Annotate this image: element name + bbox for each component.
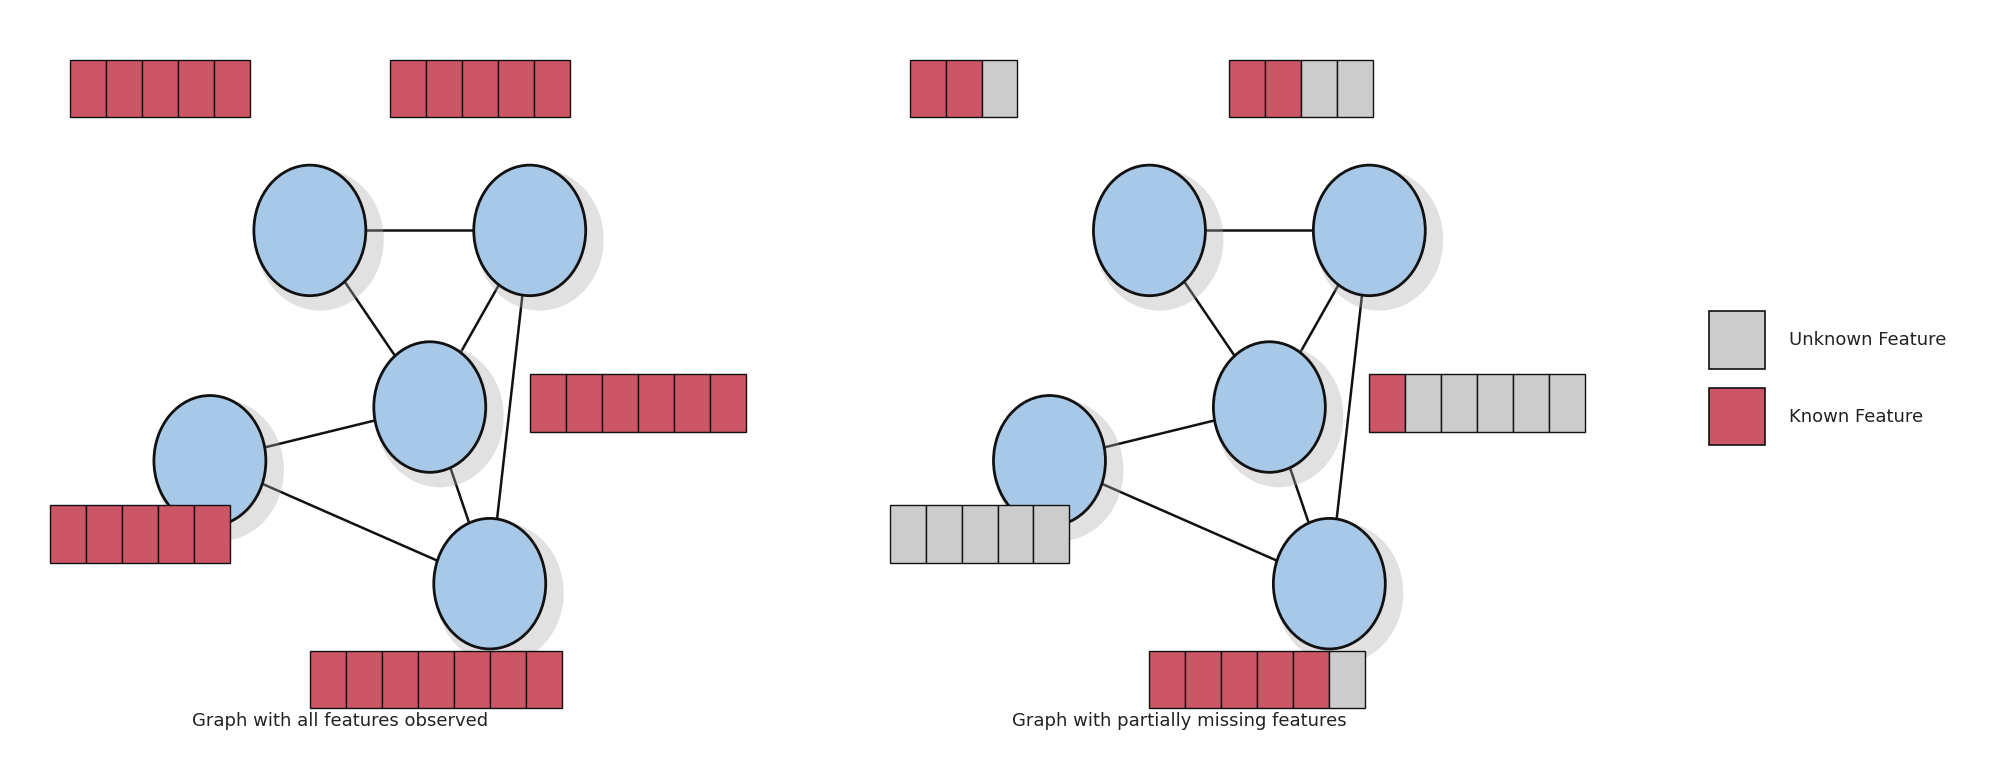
Bar <box>1329 650 1365 708</box>
Text: Graph with partially missing features: Graph with partially missing features <box>1011 712 1347 730</box>
Bar <box>909 60 945 118</box>
Bar <box>390 60 426 118</box>
Bar <box>1229 60 1265 118</box>
Bar <box>1221 650 1257 708</box>
Bar <box>1337 60 1373 118</box>
Bar <box>1265 60 1301 118</box>
Bar <box>498 60 533 118</box>
Bar <box>462 60 498 118</box>
Ellipse shape <box>436 522 563 664</box>
Text: Unknown Feature: Unknown Feature <box>1788 331 1946 349</box>
Bar <box>673 375 709 432</box>
Text: Known Feature: Known Feature <box>1788 408 1922 425</box>
Bar <box>1369 375 1405 432</box>
Bar <box>1185 650 1221 708</box>
Bar <box>50 505 86 562</box>
Ellipse shape <box>1315 169 1443 310</box>
Ellipse shape <box>434 518 545 649</box>
Ellipse shape <box>995 399 1123 541</box>
Ellipse shape <box>1275 522 1403 664</box>
Ellipse shape <box>376 346 503 488</box>
Bar <box>961 505 997 562</box>
Ellipse shape <box>256 169 384 310</box>
Bar <box>70 60 106 118</box>
Bar <box>1548 375 1584 432</box>
Ellipse shape <box>993 396 1105 526</box>
Bar <box>454 650 490 708</box>
Bar <box>1149 650 1185 708</box>
Bar <box>1708 388 1764 445</box>
Bar <box>533 60 569 118</box>
Text: Graph with all features observed: Graph with all features observed <box>192 712 488 730</box>
Bar <box>925 505 961 562</box>
Bar <box>158 505 194 562</box>
Ellipse shape <box>476 169 603 310</box>
Bar <box>194 505 230 562</box>
Ellipse shape <box>1313 165 1425 296</box>
Bar <box>981 60 1017 118</box>
Bar <box>1477 375 1512 432</box>
Bar <box>1405 375 1441 432</box>
Ellipse shape <box>1215 346 1343 488</box>
Bar <box>601 375 637 432</box>
Ellipse shape <box>1213 342 1325 472</box>
Bar <box>1708 311 1764 369</box>
Bar <box>709 375 745 432</box>
Bar <box>1293 650 1329 708</box>
Bar <box>346 650 382 708</box>
Bar <box>565 375 601 432</box>
Ellipse shape <box>374 342 486 472</box>
Bar <box>382 650 418 708</box>
Bar <box>1033 505 1069 562</box>
Bar <box>637 375 673 432</box>
Ellipse shape <box>474 165 585 296</box>
Bar <box>1441 375 1477 432</box>
Bar <box>490 650 525 708</box>
Bar <box>945 60 981 118</box>
Bar <box>525 650 561 708</box>
Bar <box>889 505 925 562</box>
Bar <box>178 60 214 118</box>
Ellipse shape <box>254 165 366 296</box>
Ellipse shape <box>154 396 266 526</box>
Ellipse shape <box>1093 165 1205 296</box>
Bar <box>1512 375 1548 432</box>
Bar <box>142 60 178 118</box>
Bar <box>106 60 142 118</box>
Bar <box>214 60 250 118</box>
Bar <box>997 505 1033 562</box>
Bar <box>1257 650 1293 708</box>
Bar <box>310 650 346 708</box>
Ellipse shape <box>156 399 284 541</box>
Bar <box>529 375 565 432</box>
Bar <box>1301 60 1337 118</box>
Ellipse shape <box>1095 169 1223 310</box>
Bar <box>418 650 454 708</box>
Ellipse shape <box>1273 518 1385 649</box>
Bar <box>86 505 122 562</box>
Bar <box>122 505 158 562</box>
Bar <box>426 60 462 118</box>
